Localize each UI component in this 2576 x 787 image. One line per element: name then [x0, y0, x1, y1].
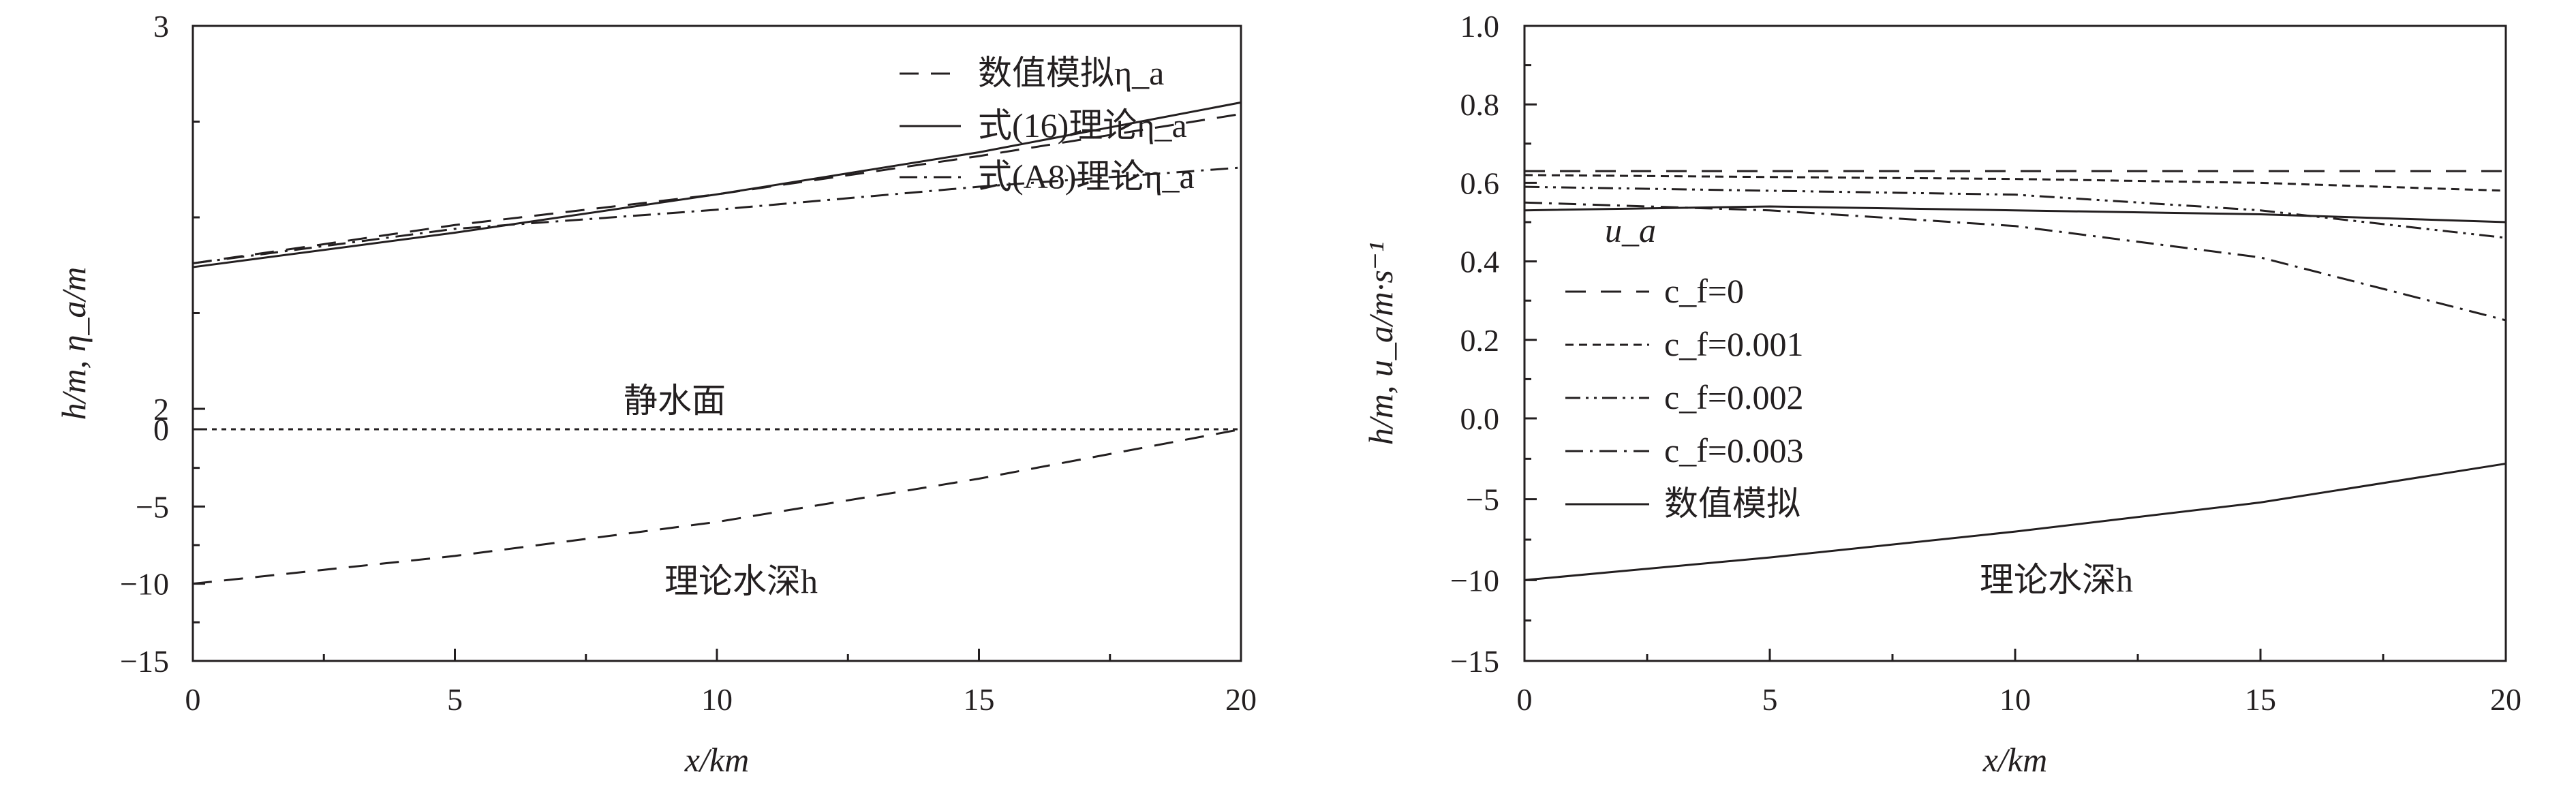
- right-chart-panel: 0 5 10 15 20 1.00.80.60.40.20.0−5−10−15 u_a …: [1362, 9, 2521, 779]
- legend-label-cf0: c_f=0: [1664, 272, 1744, 310]
- left-y-tick-label: −15: [120, 644, 169, 679]
- right-depth-label: 理论水深h: [1980, 561, 2133, 599]
- legend-label-numeric: 数值模拟η_a: [978, 54, 1164, 92]
- left-y-tick-label: −10: [120, 567, 169, 602]
- left-legend: 数值模拟η_a 式(16)理论η_a 式(A8)理论η_a: [900, 54, 1195, 196]
- still-water-label: 静水面: [624, 382, 726, 420]
- right-y-tick-label: 0.4: [1460, 245, 1500, 279]
- right-x-tick-label: 15: [2245, 682, 2276, 717]
- left-x-tick-label: 15: [964, 682, 995, 717]
- left-x-tick-label: 10: [701, 682, 733, 717]
- left-y-tick-label: 3: [153, 9, 169, 44]
- left-y-tick-label: 2: [153, 392, 169, 427]
- left-x-axis-title: x/km: [684, 741, 749, 779]
- left-series-group: [192, 101, 1242, 585]
- right-y-tick-label: 1.0: [1460, 9, 1500, 44]
- legend-label-cf0003: c_f=0.003: [1664, 431, 1804, 469]
- legend-label-numeric-u: 数值模拟: [1664, 484, 1800, 523]
- right-series-line-2: [1524, 174, 2506, 192]
- right-x-axis: 0 5 10 15 20: [1517, 649, 2521, 717]
- velocity-annotation: u_a: [1605, 211, 1656, 249]
- legend-label-cf0001: c_f=0.001: [1664, 325, 1804, 363]
- left-y-tick-label: 0: [153, 412, 169, 447]
- left-x-tick-label: 20: [1225, 682, 1257, 717]
- left-chart-panel: 0 5 10 15 20 0 −5 −10 −15 2 3 静水面 理论水深h 数值模拟η_a 式…: [55, 9, 1257, 779]
- right-y-tick-label: −10: [1450, 563, 1499, 598]
- legend-label-eq16: 式(16)理论η_a: [978, 106, 1187, 144]
- right-legend: c_f=0 c_f=0.001 c_f=0.002 c_f=0.003 数值模拟: [1565, 272, 1804, 523]
- legend-label-eqa8: 式(A8)理论η_a: [978, 157, 1195, 196]
- right-y-tick-label: −5: [1466, 482, 1499, 517]
- right-y-axis-title: h/m, u_a/m·s⁻¹: [1362, 242, 1400, 445]
- right-x-axis-title: x/km: [1982, 741, 2047, 779]
- left-series-line-1: [192, 112, 1242, 264]
- left-series-line-3: [192, 166, 1242, 264]
- right-series-line-4: [1524, 201, 2506, 322]
- left-series-line-2: [192, 101, 1242, 268]
- right-series-group: [1524, 170, 2506, 581]
- right-y-tick-label: 0.8: [1460, 87, 1500, 122]
- right-y-tick-label: −15: [1450, 644, 1499, 679]
- left-x-tick-label: 5: [447, 682, 463, 717]
- right-x-tick-label: 5: [1762, 682, 1778, 717]
- left-x-axis: 0 5 10 15 20: [185, 649, 1257, 717]
- legend-label-cf0002: c_f=0.002: [1664, 378, 1804, 416]
- right-series-line-5: [1524, 205, 2506, 223]
- right-y-tick-label: 0.0: [1460, 401, 1500, 436]
- right-x-tick-label: 0: [1517, 682, 1533, 717]
- left-depth-line: [192, 428, 1242, 585]
- right-depth-line: [1524, 462, 2506, 581]
- left-x-tick-label: 0: [185, 682, 201, 717]
- right-y-tick-label: 0.6: [1460, 166, 1500, 200]
- left-y-tick-label: −5: [136, 489, 169, 524]
- right-y-tick-label: 0.2: [1460, 323, 1500, 358]
- right-x-tick-label: 20: [2490, 682, 2521, 717]
- right-series-line-3: [1524, 185, 2506, 239]
- right-x-tick-label: 10: [1999, 682, 2031, 717]
- right-y-axis: 1.0 0.8 0.6 0.4 0.2 0.0 −5 −10 −15: [1450, 9, 1537, 679]
- left-y-axis-title: h/m, η_a/m: [55, 267, 93, 420]
- left-depth-label: 理论水深h: [664, 562, 818, 600]
